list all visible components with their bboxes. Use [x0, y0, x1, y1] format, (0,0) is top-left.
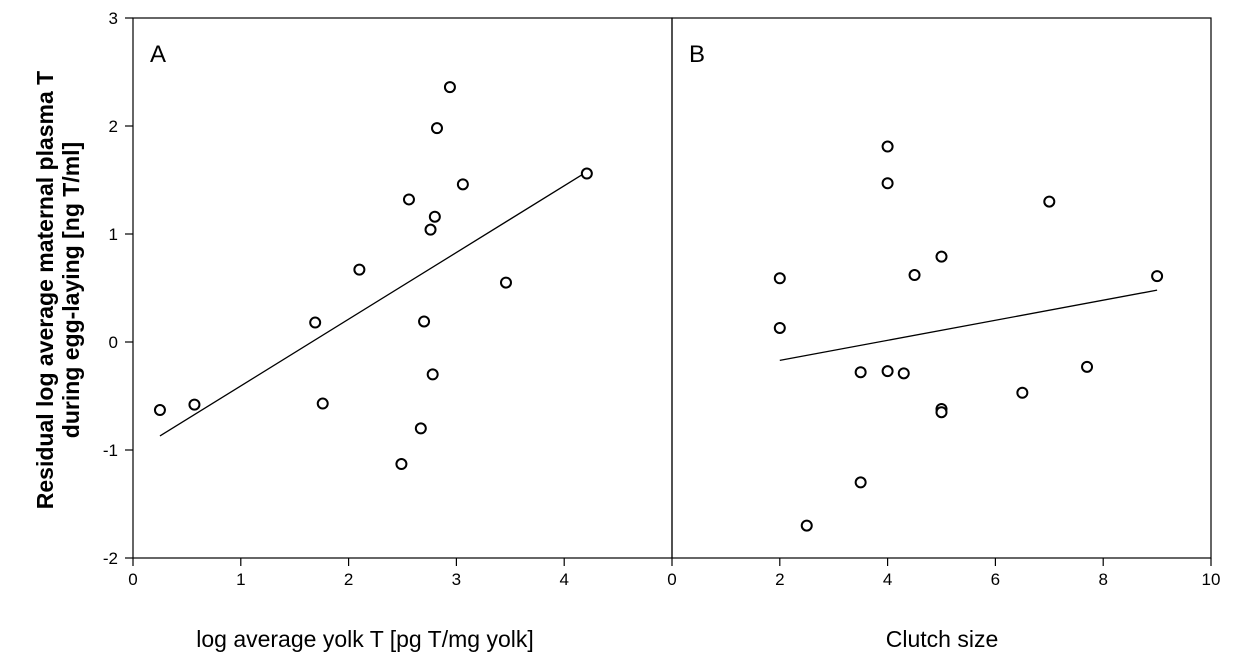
data-point: [443, 81, 456, 94]
x-tick-label: 2: [344, 570, 353, 589]
x-tick-label: 4: [559, 570, 568, 589]
x-axis-title-b: Clutch size: [886, 626, 998, 652]
panel-a: 0 1 2 3 4 -2 -1 0 1 2 3 A: [103, 9, 673, 589]
data-point: [402, 193, 415, 206]
x-tick-label: 2: [775, 570, 784, 589]
data-point: [418, 315, 431, 328]
data-point: [316, 397, 329, 410]
data-point: [800, 519, 813, 532]
data-point: [188, 398, 201, 411]
data-point: [773, 272, 786, 285]
data-point: [424, 223, 437, 236]
data-point: [897, 367, 910, 380]
data-point: [395, 458, 408, 471]
data-point: [414, 422, 427, 435]
data-point: [430, 122, 443, 135]
data-point: [1151, 270, 1164, 283]
data-point: [499, 276, 512, 289]
y-axis-title: Residual log average maternal plasma T d…: [32, 71, 84, 509]
x-tick-label: 10: [1202, 570, 1221, 589]
x-axis-title-a: log average yolk T [pg T/mg yolk]: [196, 626, 534, 652]
x-tick-label: 0: [667, 570, 676, 589]
x-tick-label: 6: [991, 570, 1000, 589]
data-point: [881, 140, 894, 153]
data-point: [854, 366, 867, 379]
panel-label: B: [689, 41, 705, 68]
data-point: [935, 250, 948, 263]
y-tick-label: 3: [109, 9, 118, 28]
plot-frame: [671, 17, 1212, 559]
y-axis-title-line2: during egg-laying [ng T/ml]: [58, 142, 84, 438]
data-point: [353, 263, 366, 276]
x-tick-label: 0: [128, 570, 137, 589]
data-point: [1016, 386, 1029, 399]
data-point: [580, 167, 593, 180]
data-point: [426, 368, 439, 381]
x-tick-label: 1: [236, 570, 245, 589]
y-tick-label: 2: [109, 117, 118, 136]
x-tick-label: 4: [883, 570, 892, 589]
data-point: [428, 210, 441, 223]
data-point: [881, 365, 894, 378]
regression-line: [779, 289, 1158, 361]
data-point: [854, 476, 867, 489]
data-point: [1043, 195, 1056, 208]
y-axis-title-line1: Residual log average maternal plasma T: [32, 71, 58, 509]
data-point: [935, 406, 948, 419]
data-point: [1081, 360, 1094, 373]
data-point: [881, 177, 894, 190]
y-tick-label: 1: [109, 225, 118, 244]
panel-label: A: [150, 41, 166, 68]
data-point: [773, 321, 786, 334]
data-point: [153, 404, 166, 417]
y-tick-label: -2: [103, 549, 118, 568]
data-point: [908, 269, 921, 282]
y-tick-label: -1: [103, 441, 118, 460]
x-tick-label: 8: [1098, 570, 1107, 589]
plot-frame: [132, 17, 673, 559]
regression-line: [159, 171, 587, 437]
x-tick-label: 3: [452, 570, 461, 589]
y-tick-label: 0: [109, 333, 118, 352]
data-point: [309, 316, 322, 329]
panel-b: 0 2 4 6 8 10 B: [667, 17, 1221, 589]
data-point: [456, 178, 469, 191]
